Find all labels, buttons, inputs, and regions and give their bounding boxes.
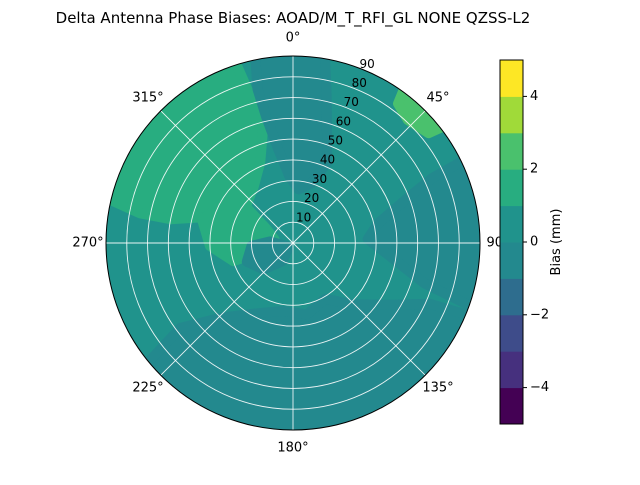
contour-region-top-negative-tongue [249,56,333,195]
r-tick-label: 30 [312,172,327,186]
colorbar-band [500,132,523,170]
chart-title: Delta Antenna Phase Biases: AOAD/M_T_RFI… [56,9,531,28]
colorbar-band [500,351,523,389]
contour-region-right-negative-wedge [362,149,480,317]
polar-spine [105,55,481,431]
polar-grid [105,55,481,431]
colorbar-band [500,60,523,97]
r-tick-label: 20 [304,191,319,205]
r-tick-label: 70 [344,95,359,109]
colorbar-band [500,169,523,207]
contour-region-edge-positive-sliver [393,72,459,139]
theta-tick-label: 0° [286,31,301,46]
colorbar-band [500,242,523,279]
colorbar-tick-label: −2 [530,307,549,322]
theta-tick-label: 135° [422,381,453,396]
theta-tick-label: 45° [426,91,449,106]
colorbar-ticks: 4 2 0 −2 −4 [523,89,549,395]
r-tick-label: 40 [320,153,335,167]
theta-gridline [292,110,426,244]
r-tick-label: 90 [360,57,375,71]
radial-tick-labels: 10 20 30 40 50 60 70 80 90 [296,57,375,225]
r-tick-label: 10 [296,210,311,224]
colorbar-band [500,387,523,425]
theta-tick-label: 180° [277,441,308,456]
colorbar-tick-label: 2 [530,162,538,177]
theta-gridline [160,242,294,376]
colorbar-tick-label: −4 [530,380,549,395]
colorbar-label: Bias (mm) [549,209,564,276]
colorbar-tick-label: 4 [530,89,538,104]
theta-gridline [160,110,294,244]
colorbar-band [500,205,523,243]
contour-region-bottom-negative-region [133,293,480,430]
colorbar-bands [500,60,523,425]
r-tick-label: 50 [328,134,343,148]
colorbar-band [500,96,523,134]
theta-tick-label: 225° [132,381,163,396]
contour-region-upper-left-positive-patch [106,56,268,225]
colorbar-band [500,314,523,352]
theta-gridline [292,242,426,376]
r-tick-label: 80 [352,76,367,90]
colorbar: 4 2 0 −2 −4 Bias (mm) [499,59,564,425]
theta-tick-labels: 0°45°90°135°180°225°270°315° [72,31,509,456]
r-tick-label: 60 [336,114,351,128]
theta-tick-label: 315° [132,91,163,106]
colorbar-band [500,278,523,316]
colorbar-tick-label: 0 [530,235,538,250]
theta-tick-label: 270° [72,236,103,251]
